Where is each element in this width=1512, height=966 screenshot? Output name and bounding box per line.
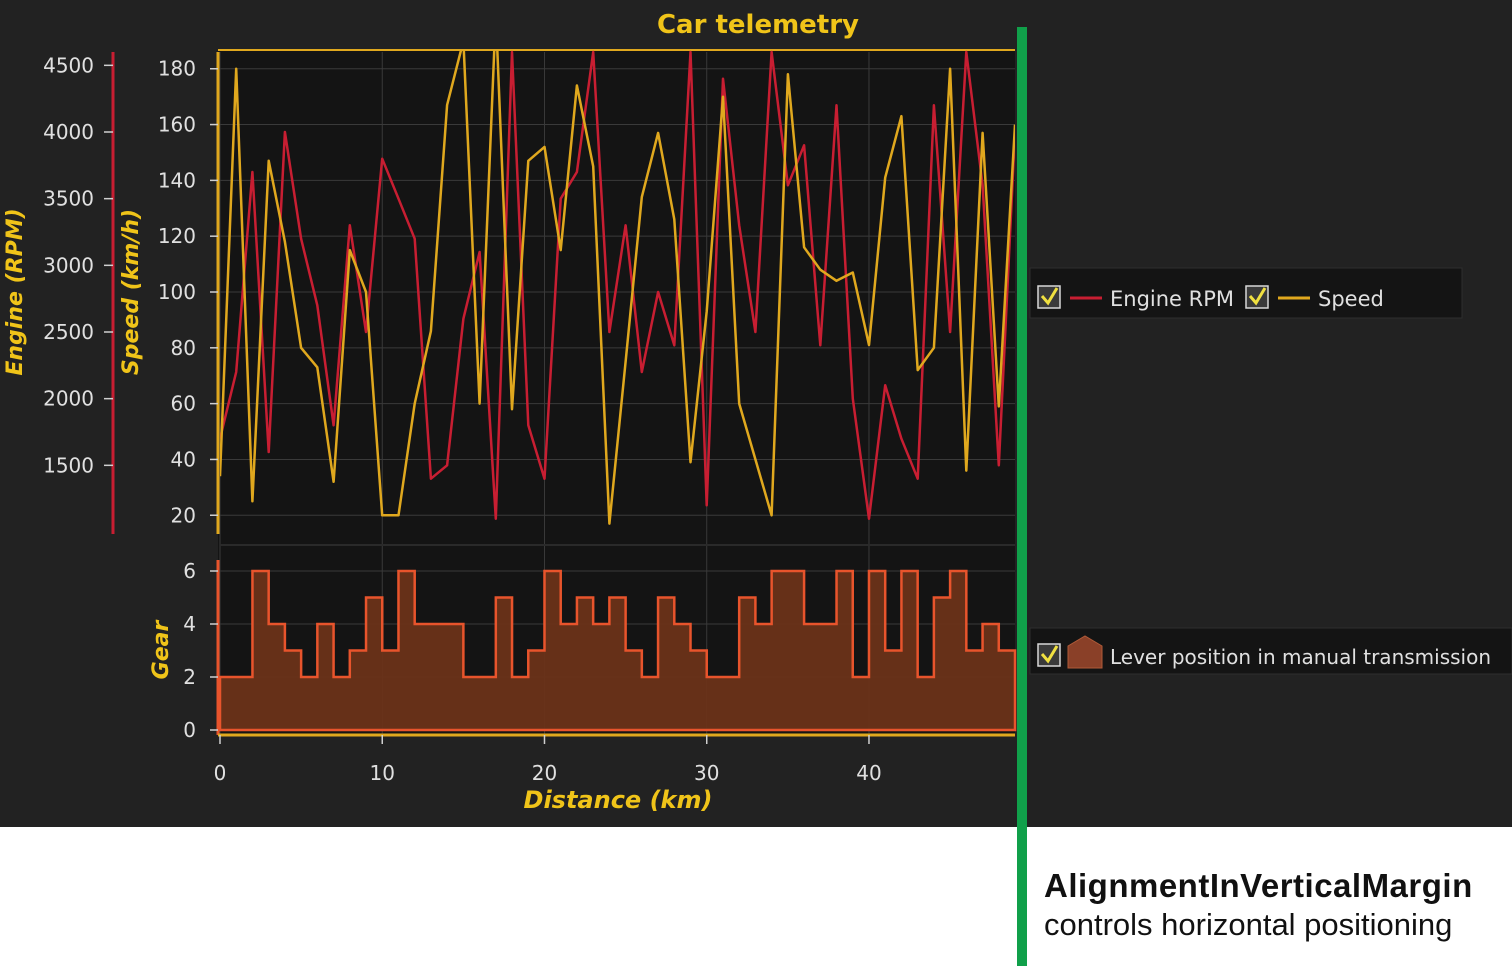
x-tick-label: 30 [694, 761, 719, 785]
rpm-tick-label: 4000 [43, 120, 94, 144]
caption-subtitle: controls horizontal positioning [1044, 907, 1453, 942]
speed-tick-label: 20 [171, 503, 196, 527]
rpm-line [220, 50, 1015, 520]
rpm-tick-label: 3000 [43, 253, 94, 277]
legend-bottom: Lever position in manual transmission [1029, 627, 1512, 675]
check-icon [1248, 287, 1267, 306]
gear-tick-label: 0 [183, 718, 196, 742]
gear-axis-title: Gear [149, 620, 174, 680]
check-icon [1040, 287, 1059, 306]
x-tick-label: 40 [856, 761, 881, 785]
rpm-tick-label: 3500 [43, 187, 94, 211]
speed-axis-title: Speed (km/h) [119, 209, 144, 375]
legend-label-rpm: Engine RPM [1110, 287, 1234, 311]
telemetry-chart: 1500200025003000350040004500204060801001… [3, 10, 1512, 814]
x-tick-label: 10 [370, 761, 395, 785]
speed-tick-label: 160 [158, 113, 196, 137]
gear-tick-label: 2 [183, 665, 196, 689]
x-axis-title: Distance (km) [524, 786, 713, 814]
legend-checkbox-speed[interactable] [1245, 285, 1269, 309]
chart-title: Car telemetry [657, 10, 859, 40]
legend-top: Engine RPM Speed [1029, 267, 1463, 319]
speed-tick-label: 120 [158, 224, 196, 248]
rpm-tick-label: 1500 [43, 453, 94, 477]
legend-checkbox-rpm[interactable] [1037, 285, 1061, 309]
speed-tick-label: 100 [158, 280, 196, 304]
legend-swatch-gear [1067, 635, 1103, 669]
alignment-marker-line [1017, 27, 1027, 966]
tick-labels: 1500200025003000350040004500204060801001… [43, 53, 882, 785]
gear-tick-label: 6 [183, 559, 196, 583]
speed-tick-label: 40 [171, 447, 196, 471]
caption-title: AlignmentInVerticalMargin [1044, 867, 1473, 904]
speed-tick-label: 80 [171, 336, 196, 360]
x-tick-label: 20 [532, 761, 557, 785]
speed-tick-label: 140 [158, 168, 196, 192]
gear-area [218, 569, 1017, 732]
speed-tick-label: 180 [158, 57, 196, 81]
legend-label-speed: Speed [1318, 287, 1384, 311]
speed-line [220, 50, 1015, 525]
caption: AlignmentInVerticalMargin controls horiz… [1044, 866, 1504, 944]
axes [104, 49, 1015, 744]
rpm-axis-title: Engine (RPM) [3, 208, 28, 375]
x-tick-label: 0 [214, 761, 227, 785]
check-icon [1040, 645, 1059, 664]
rpm-tick-label: 2500 [43, 320, 94, 344]
rpm-tick-label: 2000 [43, 387, 94, 411]
legend-label-gear: Lever position in manual transmission [1110, 645, 1491, 669]
legend-checkbox-gear[interactable] [1037, 643, 1061, 667]
rpm-tick-label: 4500 [43, 53, 94, 77]
series-layer [218, 50, 1017, 732]
gear-tick-label: 4 [183, 612, 196, 636]
speed-tick-label: 60 [171, 392, 196, 416]
